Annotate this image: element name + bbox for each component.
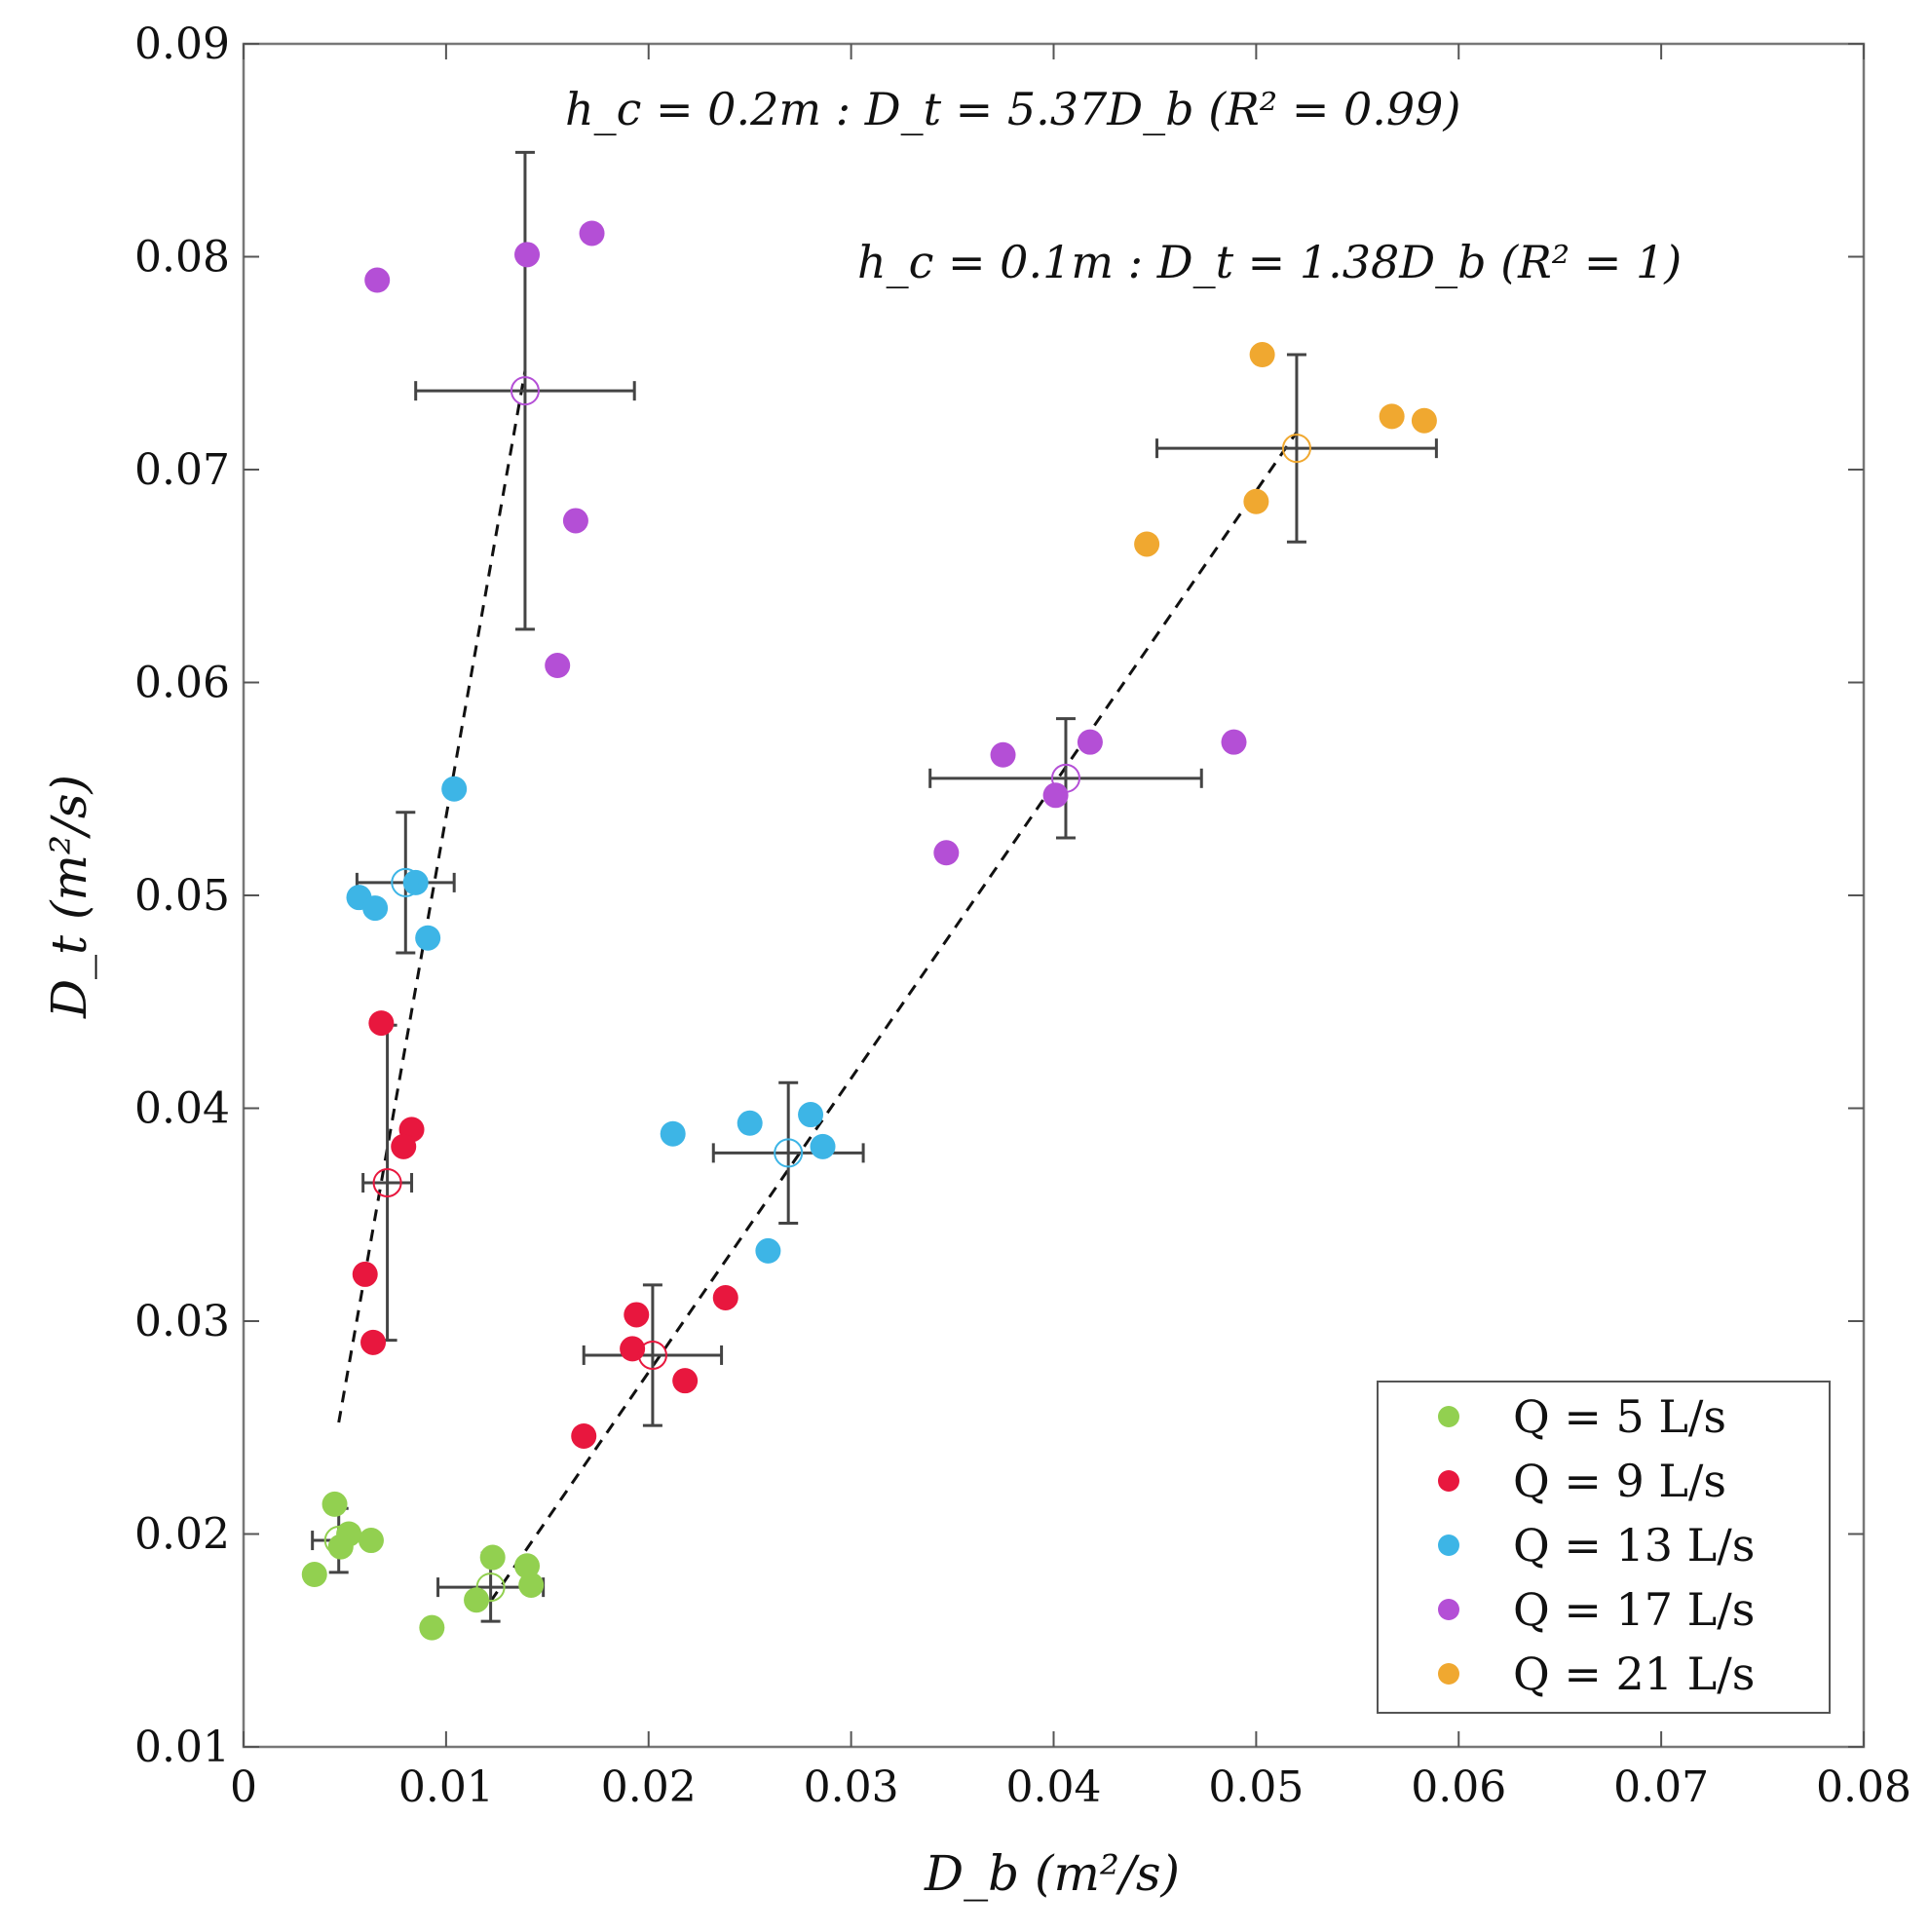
- data-point: [1077, 729, 1103, 755]
- y-tick-label: 0.06: [134, 659, 230, 708]
- data-point: [441, 776, 468, 802]
- mean-marker: [637, 1340, 667, 1370]
- legend-marker-q9: [1438, 1470, 1459, 1492]
- data-point: [990, 741, 1016, 768]
- fit-line: [337, 370, 527, 1423]
- error-bars: [311, 150, 1438, 1623]
- x-tick-label: 0.08: [1816, 1762, 1911, 1812]
- y-tick-label: 0.07: [134, 445, 230, 495]
- y-tick-label: 0.02: [134, 1510, 230, 1560]
- data-point: [1379, 403, 1405, 430]
- legend-label-q9: Q = 9 L/s: [1513, 1455, 1726, 1507]
- x-tick-label: 0: [230, 1762, 257, 1812]
- mean-marker: [1050, 763, 1080, 793]
- data-point: [737, 1110, 763, 1136]
- data-point: [518, 1572, 545, 1598]
- data-point: [933, 840, 960, 866]
- legend-label-q21: Q = 21 L/s: [1513, 1648, 1755, 1700]
- data-point: [1249, 342, 1275, 368]
- y-tick-label: 0.09: [134, 19, 230, 69]
- data-point: [1243, 488, 1269, 514]
- data-point: [368, 1010, 395, 1037]
- annotation-hc-02: h_c = 0.2m : D_t = 5.37D_b (R² = 0.99): [565, 83, 1460, 135]
- annotation-hc-01: h_c = 0.1m : D_t = 1.38D_b (R² = 1): [857, 236, 1682, 288]
- data-point: [798, 1102, 824, 1128]
- data-point: [624, 1302, 650, 1328]
- legend-marker-q13: [1438, 1534, 1459, 1556]
- data-point: [464, 1587, 490, 1613]
- data-point: [327, 1534, 354, 1560]
- data-point: [660, 1120, 686, 1147]
- data-point: [362, 895, 389, 922]
- x-tick-label: 0.02: [601, 1762, 697, 1812]
- data-point: [419, 1614, 445, 1641]
- legend-label-q13: Q = 13 L/s: [1513, 1519, 1755, 1572]
- x-tick-label: 0.06: [1411, 1762, 1506, 1812]
- mean-marker: [372, 1167, 402, 1197]
- x-axis-label: D_b (m²/s): [924, 1845, 1180, 1902]
- mean-marker: [391, 867, 421, 897]
- x-tick-label: 0.07: [1613, 1762, 1709, 1812]
- x-tick-label: 0.05: [1208, 1762, 1304, 1812]
- y-tick-label: 0.04: [134, 1084, 230, 1134]
- data-point: [402, 869, 429, 895]
- data-point: [712, 1284, 738, 1310]
- data-point: [810, 1133, 836, 1159]
- mean-marker: [510, 376, 540, 406]
- data-point: [1221, 729, 1247, 755]
- data-point: [755, 1237, 781, 1264]
- data-point: [352, 1261, 378, 1287]
- data-point: [1134, 531, 1160, 557]
- mean-marker: [774, 1138, 804, 1168]
- x-tick-label: 0.03: [804, 1762, 899, 1812]
- data-point: [514, 242, 541, 268]
- legend-marker-q21: [1438, 1663, 1459, 1685]
- fit-lines: [337, 370, 1299, 1603]
- y-tick-label: 0.03: [134, 1297, 230, 1346]
- data-point: [360, 1329, 387, 1355]
- x-tick-label: 0.04: [1006, 1762, 1102, 1812]
- axis-ticks: 0 0.01 0.02 0.03 0.04 0.05 0.06 0.07 0.080.010.0…: [134, 19, 1911, 1812]
- data-point: [571, 1422, 597, 1449]
- data-point: [1411, 407, 1437, 434]
- legend-label-q5: Q = 5 L/s: [1513, 1390, 1726, 1443]
- mean-marker: [1281, 434, 1311, 464]
- data-point: [364, 267, 391, 293]
- y-tick-label: 0.08: [134, 233, 230, 283]
- data-point: [1042, 782, 1069, 809]
- data-point: [322, 1491, 348, 1517]
- data-point: [672, 1368, 699, 1394]
- data-point: [391, 1133, 417, 1159]
- data-point: [415, 925, 441, 951]
- legend-label-q17: Q = 17 L/s: [1513, 1583, 1755, 1636]
- mean-marker: [323, 1526, 354, 1556]
- data-point: [579, 220, 605, 246]
- data-point: [358, 1528, 384, 1554]
- mean-markers: [323, 376, 1311, 1603]
- data-point: [545, 653, 571, 679]
- legend-marker-q5: [1438, 1406, 1459, 1427]
- y-axis-label: D_t (m²/s): [41, 775, 97, 1019]
- mean-marker: [475, 1572, 506, 1603]
- data-point: [301, 1562, 327, 1588]
- data-point: [514, 1553, 541, 1579]
- data-point: [562, 508, 588, 534]
- data-point: [479, 1544, 506, 1571]
- legend: Q = 5 L/s Q = 9 L/s Q = 13 L/s Q = 17 L/…: [1377, 1381, 1831, 1714]
- data-points: [301, 220, 1437, 1641]
- legend-marker-q17: [1438, 1599, 1459, 1620]
- legend-box: [1377, 1381, 1831, 1714]
- x-tick-label: 0.01: [398, 1762, 494, 1812]
- y-tick-label: 0.01: [134, 1723, 230, 1772]
- fit-line: [489, 431, 1299, 1603]
- y-tick-label: 0.05: [134, 871, 230, 921]
